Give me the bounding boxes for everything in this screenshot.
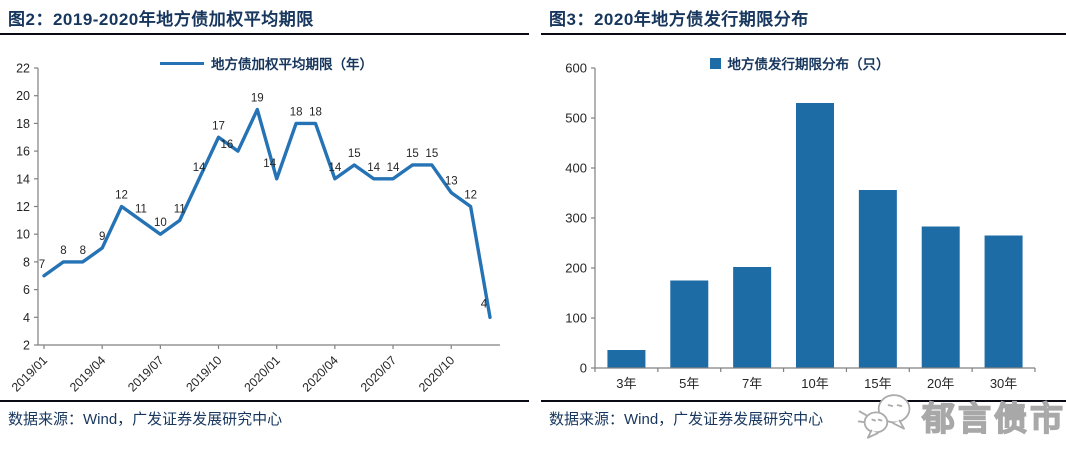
y-tick-label: 8 (23, 255, 30, 269)
x-tick-label: 2019/07 (125, 353, 166, 394)
y-tick-label: 200 (565, 261, 587, 276)
x-tick-label: 2019/04 (67, 353, 108, 394)
y-tick-label: 20 (16, 89, 30, 103)
data-label: 16 (221, 139, 234, 151)
x-tick-label: 20年 (927, 376, 954, 391)
data-label: 15 (425, 148, 438, 160)
bar (984, 235, 1023, 368)
data-label: 11 (135, 203, 147, 215)
bar (858, 190, 897, 368)
data-label: 14 (328, 162, 341, 174)
x-tick-label: 30年 (990, 376, 1017, 391)
data-label: 8 (60, 245, 66, 257)
y-tick-label: 0 (580, 361, 587, 376)
y-tick-label: 12 (16, 200, 30, 214)
y-tick-label: 600 (565, 61, 587, 76)
data-label: 8 (80, 245, 86, 257)
line-series (42, 107, 492, 319)
title-rule (0, 33, 529, 35)
x-tick-label: 7年 (742, 376, 762, 391)
data-label: 18 (309, 106, 322, 118)
figure-3-legend: 地方债发行期限分布（只） (533, 54, 1066, 72)
data-label: 10 (154, 217, 167, 229)
data-label: 12 (464, 190, 477, 202)
x-tick-label: 15年 (864, 376, 891, 391)
data-label: 14 (387, 162, 400, 174)
title-rule (541, 33, 1066, 35)
y-tick-label: 10 (16, 228, 30, 242)
figure-3-title: 图3：2020年地方债发行期限分布 (549, 10, 809, 29)
y-tick-label: 18 (16, 117, 30, 131)
bar (607, 350, 646, 368)
data-label: 12 (115, 190, 128, 202)
legend-label: 地方债发行期限分布（只） (727, 57, 890, 72)
data-label: 18 (290, 106, 303, 118)
figure-2-panel: 图2：2019-2020年地方债加权平均期限 地方债加权平均期限（年） 2 4 6 8… (0, 10, 533, 428)
data-label: 7 (39, 259, 45, 271)
legend-label: 地方债加权平均期限（年） (211, 57, 373, 72)
y-tick-label: 6 (23, 283, 30, 297)
data-label: 17 (212, 120, 225, 132)
y-tick-label: 400 (565, 161, 587, 176)
x-tick-label: 2019/01 (9, 353, 50, 394)
x-tick-label: 5年 (679, 376, 699, 391)
data-label: 13 (445, 176, 458, 188)
y-tick-label: 500 (565, 111, 587, 126)
bar (921, 226, 960, 368)
x-tick-label: 2020/07 (358, 353, 399, 394)
data-label: 11 (174, 203, 186, 215)
data-label: 15 (406, 148, 419, 160)
y-tick-label: 4 (23, 311, 30, 325)
data-label: 15 (348, 148, 361, 160)
y-tick-label: 16 (16, 145, 30, 159)
figure-3-panel: 图3：2020年地方债发行期限分布 地方债发行期限分布（只） 0 100 200 30… (533, 0, 1066, 460)
x-tick-label: 2020/04 (300, 353, 341, 394)
data-label: 19 (251, 93, 264, 105)
data-label: 14 (193, 162, 206, 174)
data-label: 14 (263, 158, 276, 170)
y-tick-label: 100 (565, 311, 587, 326)
source-note: 数据来源：Wind，广发证券发展研究中心 (8, 411, 283, 428)
y-tick-label: 300 (565, 211, 587, 226)
line-chart-svg: 2 4 6 8 10 12 14 16 18 20 22 2019/01 2019/04 2019/07 2… (9, 62, 500, 395)
x-tick-label: 2020/01 (241, 353, 282, 394)
bar-chart-svg: 0 100 200 300 400 500 600 3年 5年 7年 10年 15年 20年 30年 (565, 61, 1036, 391)
data-label: 9 (99, 231, 105, 243)
data-label: 4 (481, 298, 488, 310)
x-tick-label: 2020/10 (416, 353, 457, 394)
x-tick-label: 2019/10 (183, 353, 224, 394)
y-tick-label: 22 (16, 62, 30, 76)
x-tick-label: 10年 (801, 376, 828, 391)
source-rule (0, 400, 529, 402)
bar (670, 280, 709, 368)
bar (796, 103, 834, 368)
bar (733, 267, 772, 368)
y-tick-label: 2 (23, 339, 30, 353)
line-series-swatch (160, 61, 204, 65)
bar-series-swatch (709, 57, 721, 69)
figure-2-title: 图2：2019-2020年地方债加权平均期限 (8, 10, 314, 29)
x-tick-label: 3年 (616, 376, 636, 391)
source-note: 数据来源：Wind，广发证券发展研究中心 (549, 411, 824, 428)
y-tick-label: 14 (16, 172, 30, 186)
source-rule (541, 400, 1066, 402)
data-label: 14 (367, 162, 380, 174)
figure-2-legend: 地方债加权平均期限（年） (0, 54, 533, 72)
